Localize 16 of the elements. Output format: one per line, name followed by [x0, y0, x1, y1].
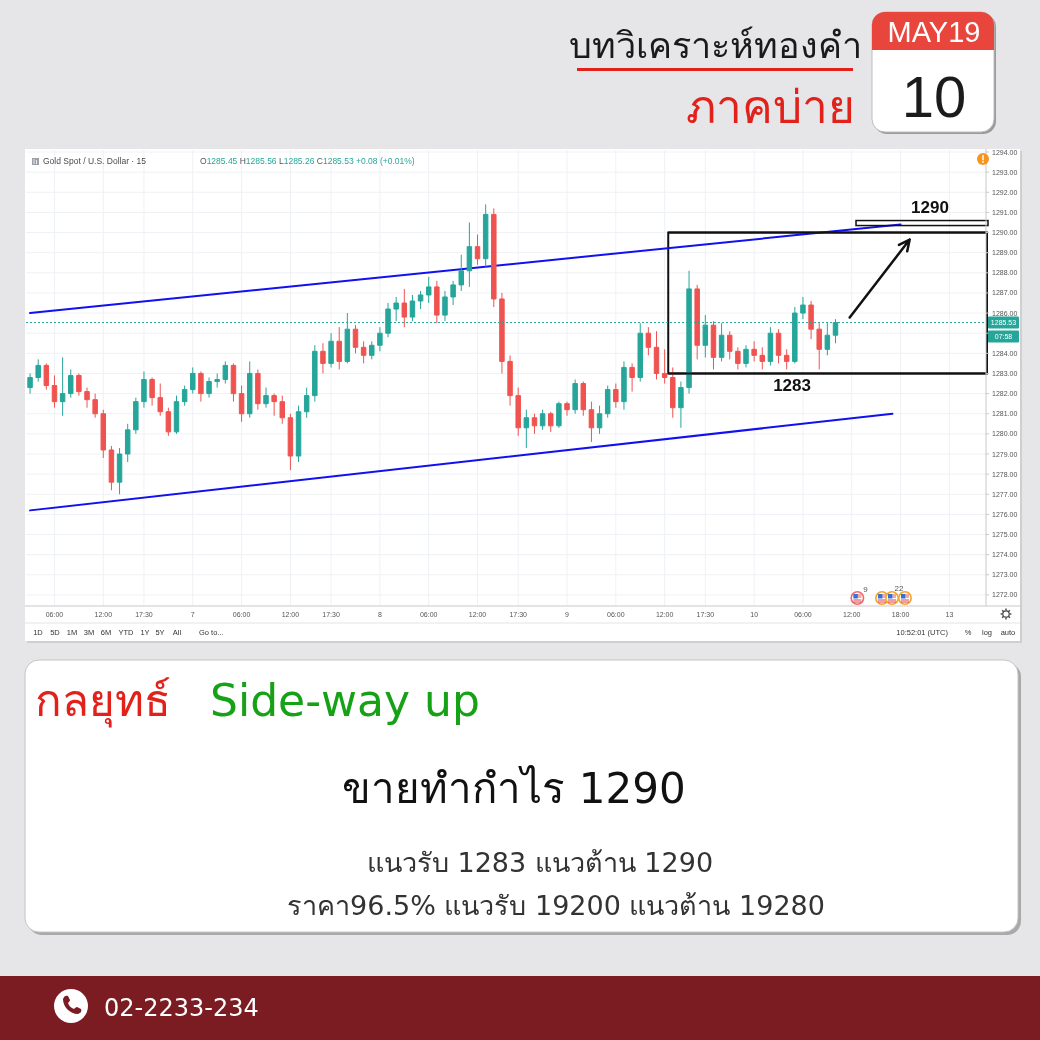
text: O1285.45 H1285.56 L1285.26 C1285.53 +0.08 (+0.01%) [200, 156, 415, 166]
annotation: 9 [863, 585, 869, 594]
ref-line-label: 1283 [773, 376, 811, 396]
chart-title: บทวิเคราะห์ทองคำ [568, 25, 862, 66]
text: ขายทำกำไร 1290 [342, 764, 686, 813]
text: 02-2233-234 [104, 994, 259, 1022]
text: ราคา96.5% แนวรับ 19200 แนวต้าน 19280 [287, 890, 825, 921]
ref-line-label: 1290 [911, 197, 949, 217]
text: Side-way up [210, 675, 480, 726]
annotation: 22 [894, 584, 905, 593]
text: แนวรับ 1283 แนวต้าน 1290 [366, 847, 714, 878]
text: MAY19 [887, 16, 981, 48]
text: 10 [901, 64, 967, 129]
text: กลยุทธ์ [35, 675, 171, 728]
chart-subtitle: ภาคบ่าย [686, 80, 855, 134]
annotation: Gold Spot / U.S. Dollar · 15 [43, 156, 147, 166]
